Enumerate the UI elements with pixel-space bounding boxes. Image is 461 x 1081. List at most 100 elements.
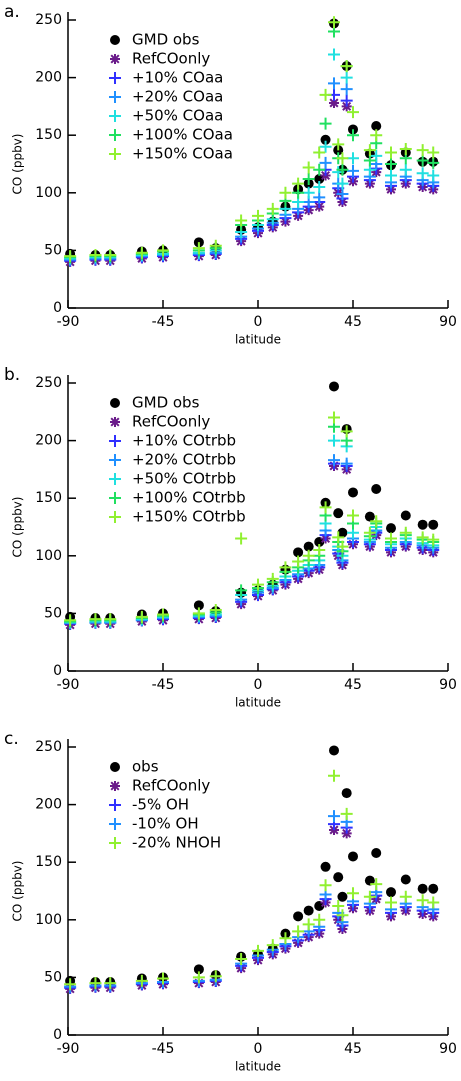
marker [328, 810, 340, 823]
marker [329, 97, 339, 108]
marker [293, 547, 304, 558]
marker [333, 508, 344, 519]
marker [303, 541, 314, 552]
marker [427, 169, 440, 182]
marker [328, 48, 340, 61]
y-tick-label: 0 [53, 663, 62, 679]
panel-label: b. [4, 365, 20, 385]
y-tick-label: 50 [44, 969, 62, 985]
legend-label: +150% COtrbb [132, 508, 246, 526]
marker [348, 851, 358, 862]
marker [319, 117, 332, 130]
marker [336, 540, 349, 553]
marker [313, 913, 326, 926]
marker [110, 781, 120, 791]
marker [347, 129, 359, 142]
marker [64, 614, 77, 627]
marker [279, 186, 292, 199]
marker [416, 167, 429, 180]
marker [340, 807, 353, 820]
marker [110, 398, 120, 408]
legend-label: -5% OH [132, 796, 189, 814]
marker [292, 925, 305, 938]
marker [340, 60, 353, 73]
y-tick-label: 50 [44, 605, 62, 621]
marker [399, 163, 412, 176]
legend-label: -10% OH [132, 815, 199, 833]
marker [329, 381, 339, 392]
x-axis-label: latitude [235, 1060, 281, 1074]
marker [235, 214, 248, 227]
y-tick-label: 250 [35, 375, 62, 391]
marker [328, 16, 340, 29]
marker [347, 164, 359, 177]
marker [109, 148, 121, 160]
marker [363, 154, 376, 167]
y-axis-label: CO (ppbv) [11, 134, 25, 195]
marker [279, 561, 292, 574]
legend-label: +10% COtrbb [132, 432, 236, 450]
marker [192, 607, 205, 620]
marker [319, 140, 332, 153]
marker [109, 435, 121, 447]
marker [416, 894, 429, 907]
marker [235, 952, 248, 965]
y-tick-label: 100 [35, 185, 62, 201]
x-tick-label: 0 [254, 677, 263, 693]
marker [336, 187, 349, 200]
marker [340, 425, 353, 438]
marker [340, 83, 353, 96]
marker [416, 154, 429, 167]
marker [340, 71, 353, 84]
marker [386, 887, 396, 898]
panel-label: a. [4, 2, 20, 22]
y-tick-label: 150 [35, 127, 62, 143]
marker [302, 186, 315, 199]
marker [303, 905, 314, 916]
marker [347, 509, 359, 522]
marker [110, 35, 120, 45]
marker [328, 77, 340, 90]
marker [109, 492, 121, 504]
marker [364, 511, 375, 522]
y-tick-label: 250 [35, 739, 62, 755]
marker [319, 501, 332, 514]
marker [292, 177, 305, 190]
marker [302, 172, 315, 185]
marker [64, 978, 77, 991]
marker [209, 970, 222, 983]
marker [371, 847, 382, 858]
marker [428, 519, 439, 530]
marker [110, 54, 120, 64]
marker [192, 971, 205, 984]
y-tick-label: 150 [35, 490, 62, 506]
marker [336, 152, 349, 165]
marker [370, 129, 383, 142]
x-tick-label: 45 [344, 314, 362, 330]
marker [266, 939, 279, 952]
marker [235, 584, 248, 597]
x-tick-label: -45 [152, 1041, 175, 1057]
y-tick-label: 150 [35, 854, 62, 870]
y-tick-label: 0 [53, 300, 62, 316]
marker [340, 457, 353, 470]
marker [332, 531, 345, 544]
marker [347, 106, 359, 119]
legend-label: +150% COaa [132, 145, 233, 163]
marker [104, 613, 117, 626]
marker [328, 434, 340, 447]
y-tick-label: 200 [35, 797, 62, 813]
marker [252, 578, 264, 591]
marker [109, 837, 121, 849]
legend-label: +50% COtrbb [132, 470, 236, 488]
marker [417, 883, 428, 894]
marker [252, 944, 264, 957]
y-axis-label: CO (ppbv) [11, 861, 25, 922]
marker [385, 532, 397, 545]
marker [109, 72, 121, 84]
x-tick-label: 90 [439, 1041, 457, 1057]
marker [399, 143, 412, 156]
y-tick-label: 250 [35, 12, 62, 28]
legend-label: +50% COaa [132, 107, 223, 125]
marker [110, 417, 120, 427]
